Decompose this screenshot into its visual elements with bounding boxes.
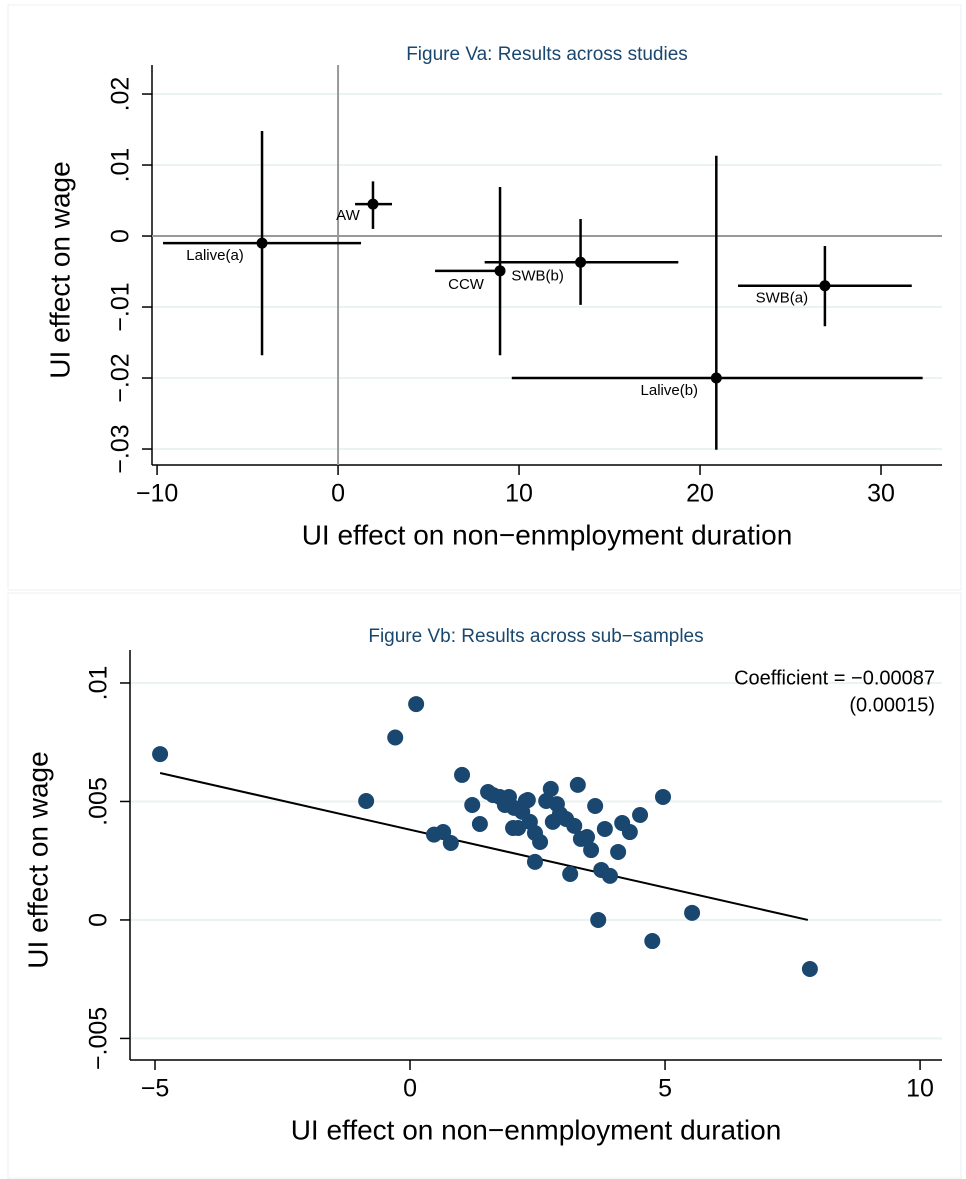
x-tick-label: 10 xyxy=(505,480,533,508)
point xyxy=(256,237,268,249)
point xyxy=(655,788,672,805)
point-label: AW xyxy=(336,207,360,224)
point xyxy=(519,792,536,809)
point xyxy=(526,853,543,870)
x-tick-label: 10 xyxy=(906,1075,934,1103)
point xyxy=(644,933,661,950)
point xyxy=(152,746,169,763)
x-tick-label: 5 xyxy=(658,1075,672,1103)
point xyxy=(562,865,579,882)
annotation: (0.00015) xyxy=(849,694,935,716)
point xyxy=(566,817,583,834)
point xyxy=(532,833,549,850)
y-tick-label: −.03 xyxy=(107,424,135,473)
y-tick-label: −.01 xyxy=(107,282,135,331)
chart-title: Figure Va: Results across studies xyxy=(406,44,688,65)
point xyxy=(710,372,722,384)
point xyxy=(569,776,586,793)
y-tick-label: −.02 xyxy=(107,353,135,402)
point xyxy=(590,911,607,928)
annotation: Coefficient = −0.00087 xyxy=(734,667,935,689)
point xyxy=(583,842,600,859)
point xyxy=(542,780,559,797)
y-tick-label: .01 xyxy=(107,148,135,183)
point xyxy=(621,824,638,841)
point xyxy=(610,843,627,860)
x-tick-label: 0 xyxy=(403,1075,417,1103)
x-tick-label: −5 xyxy=(141,1075,170,1103)
chart-title: Figure Vb: Results across sub−samples xyxy=(368,626,703,647)
point xyxy=(819,280,831,292)
point xyxy=(801,961,818,978)
point-label: Lalive(b) xyxy=(641,382,699,399)
point xyxy=(510,820,527,837)
panel xyxy=(7,4,962,591)
point xyxy=(464,797,481,814)
y-tick-label: 0 xyxy=(107,229,135,243)
point xyxy=(442,834,459,851)
point xyxy=(596,820,613,837)
y-tick-label: 0 xyxy=(85,913,113,927)
point xyxy=(408,696,425,713)
y-tick-label: .01 xyxy=(85,666,113,701)
point xyxy=(494,265,506,277)
x-tick-label: 0 xyxy=(331,480,345,508)
point xyxy=(367,198,379,210)
point-label: SWB(a) xyxy=(756,290,809,307)
fit-line xyxy=(159,772,809,921)
y-axis-title: UI effect on wage xyxy=(22,751,53,968)
x-axis-title: UI effect on non−enmployment duration xyxy=(302,519,793,550)
x-tick-label: 20 xyxy=(686,480,714,508)
point xyxy=(601,867,618,884)
point xyxy=(579,829,596,846)
point xyxy=(587,797,604,814)
y-tick-label: .005 xyxy=(85,777,113,826)
point xyxy=(684,904,701,921)
point-label: SWB(b) xyxy=(511,267,564,284)
point xyxy=(471,815,488,832)
point-label: CCW xyxy=(448,276,485,293)
point xyxy=(454,766,471,783)
y-tick-label: .02 xyxy=(107,77,135,112)
point xyxy=(387,729,404,746)
panel xyxy=(7,592,962,1179)
x-tick-label: 30 xyxy=(867,480,895,508)
point-label: Lalive(a) xyxy=(186,247,244,264)
point xyxy=(575,256,587,268)
point xyxy=(632,806,649,823)
x-tick-label: −10 xyxy=(136,480,178,508)
y-tick-label: −.005 xyxy=(85,1007,113,1070)
y-axis-title: UI effect on wage xyxy=(44,161,75,378)
point xyxy=(358,792,375,809)
x-axis-title: UI effect on non−enmployment duration xyxy=(291,1114,782,1145)
